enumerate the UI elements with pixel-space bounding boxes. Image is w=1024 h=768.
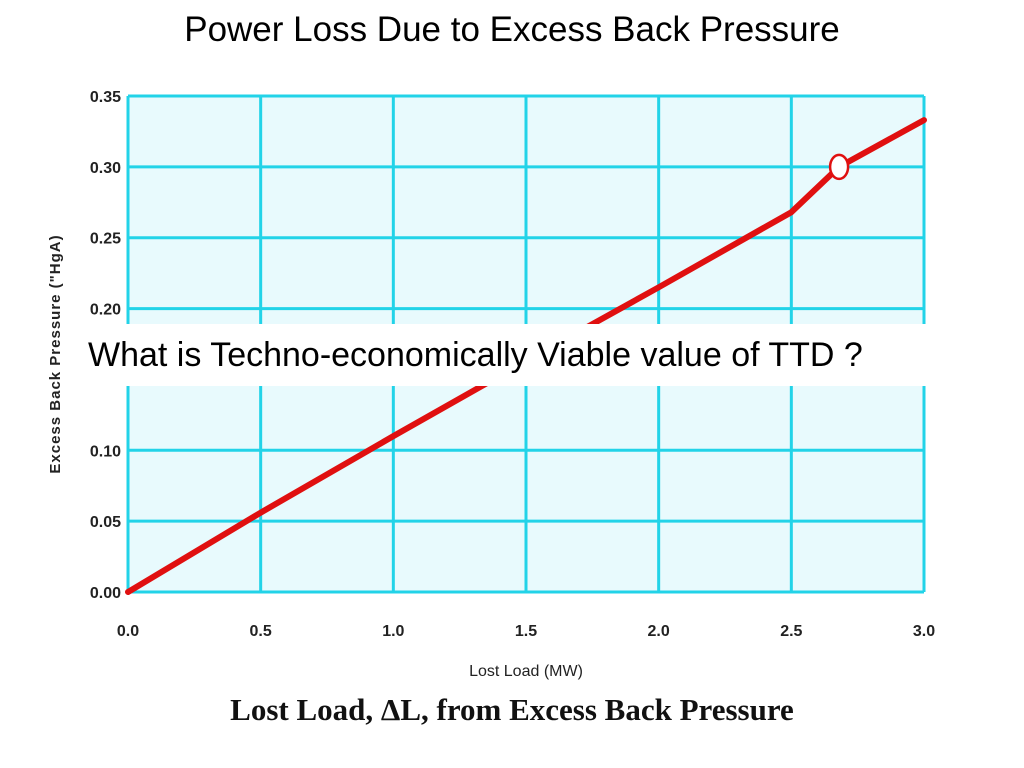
- y-axis-label: Excess Back Pressure ("HgA): [47, 234, 64, 473]
- y-tick-labels: 0.000.050.100.150.200.250.300.35: [90, 89, 121, 602]
- y-tick-label: 0.25: [90, 231, 121, 248]
- y-tick-label: 0.35: [90, 89, 121, 106]
- y-tick-label: 0.00: [90, 585, 121, 602]
- x-tick-label: 1.5: [515, 623, 537, 640]
- question-text: What is Techno-economically Viable value…: [80, 324, 1010, 386]
- y-tick-label: 0.30: [90, 160, 121, 177]
- x-tick-label: 3.0: [913, 623, 935, 640]
- y-tick-label: 0.20: [90, 302, 121, 319]
- x-tick-label: 0.5: [250, 623, 272, 640]
- x-axis-label: Lost Load (MW): [469, 663, 583, 680]
- figure-caption: Lost Load, ΔL, from Excess Back Pressure: [230, 692, 794, 727]
- y-tick-label: 0.10: [90, 443, 121, 460]
- x-tick-label: 1.0: [382, 623, 404, 640]
- highlight-marker: [828, 153, 850, 181]
- slide-title: Power Loss Due to Excess Back Pressure: [184, 10, 840, 49]
- x-tick-labels: 0.0 0.5 1.0 1.5 2.0 2.5 3.0: [117, 623, 935, 640]
- y-tick-label: 0.05: [90, 514, 121, 531]
- x-tick-label: 2.5: [780, 623, 802, 640]
- x-tick-label: 0.0: [117, 623, 139, 640]
- x-tick-label: 2.0: [648, 623, 670, 640]
